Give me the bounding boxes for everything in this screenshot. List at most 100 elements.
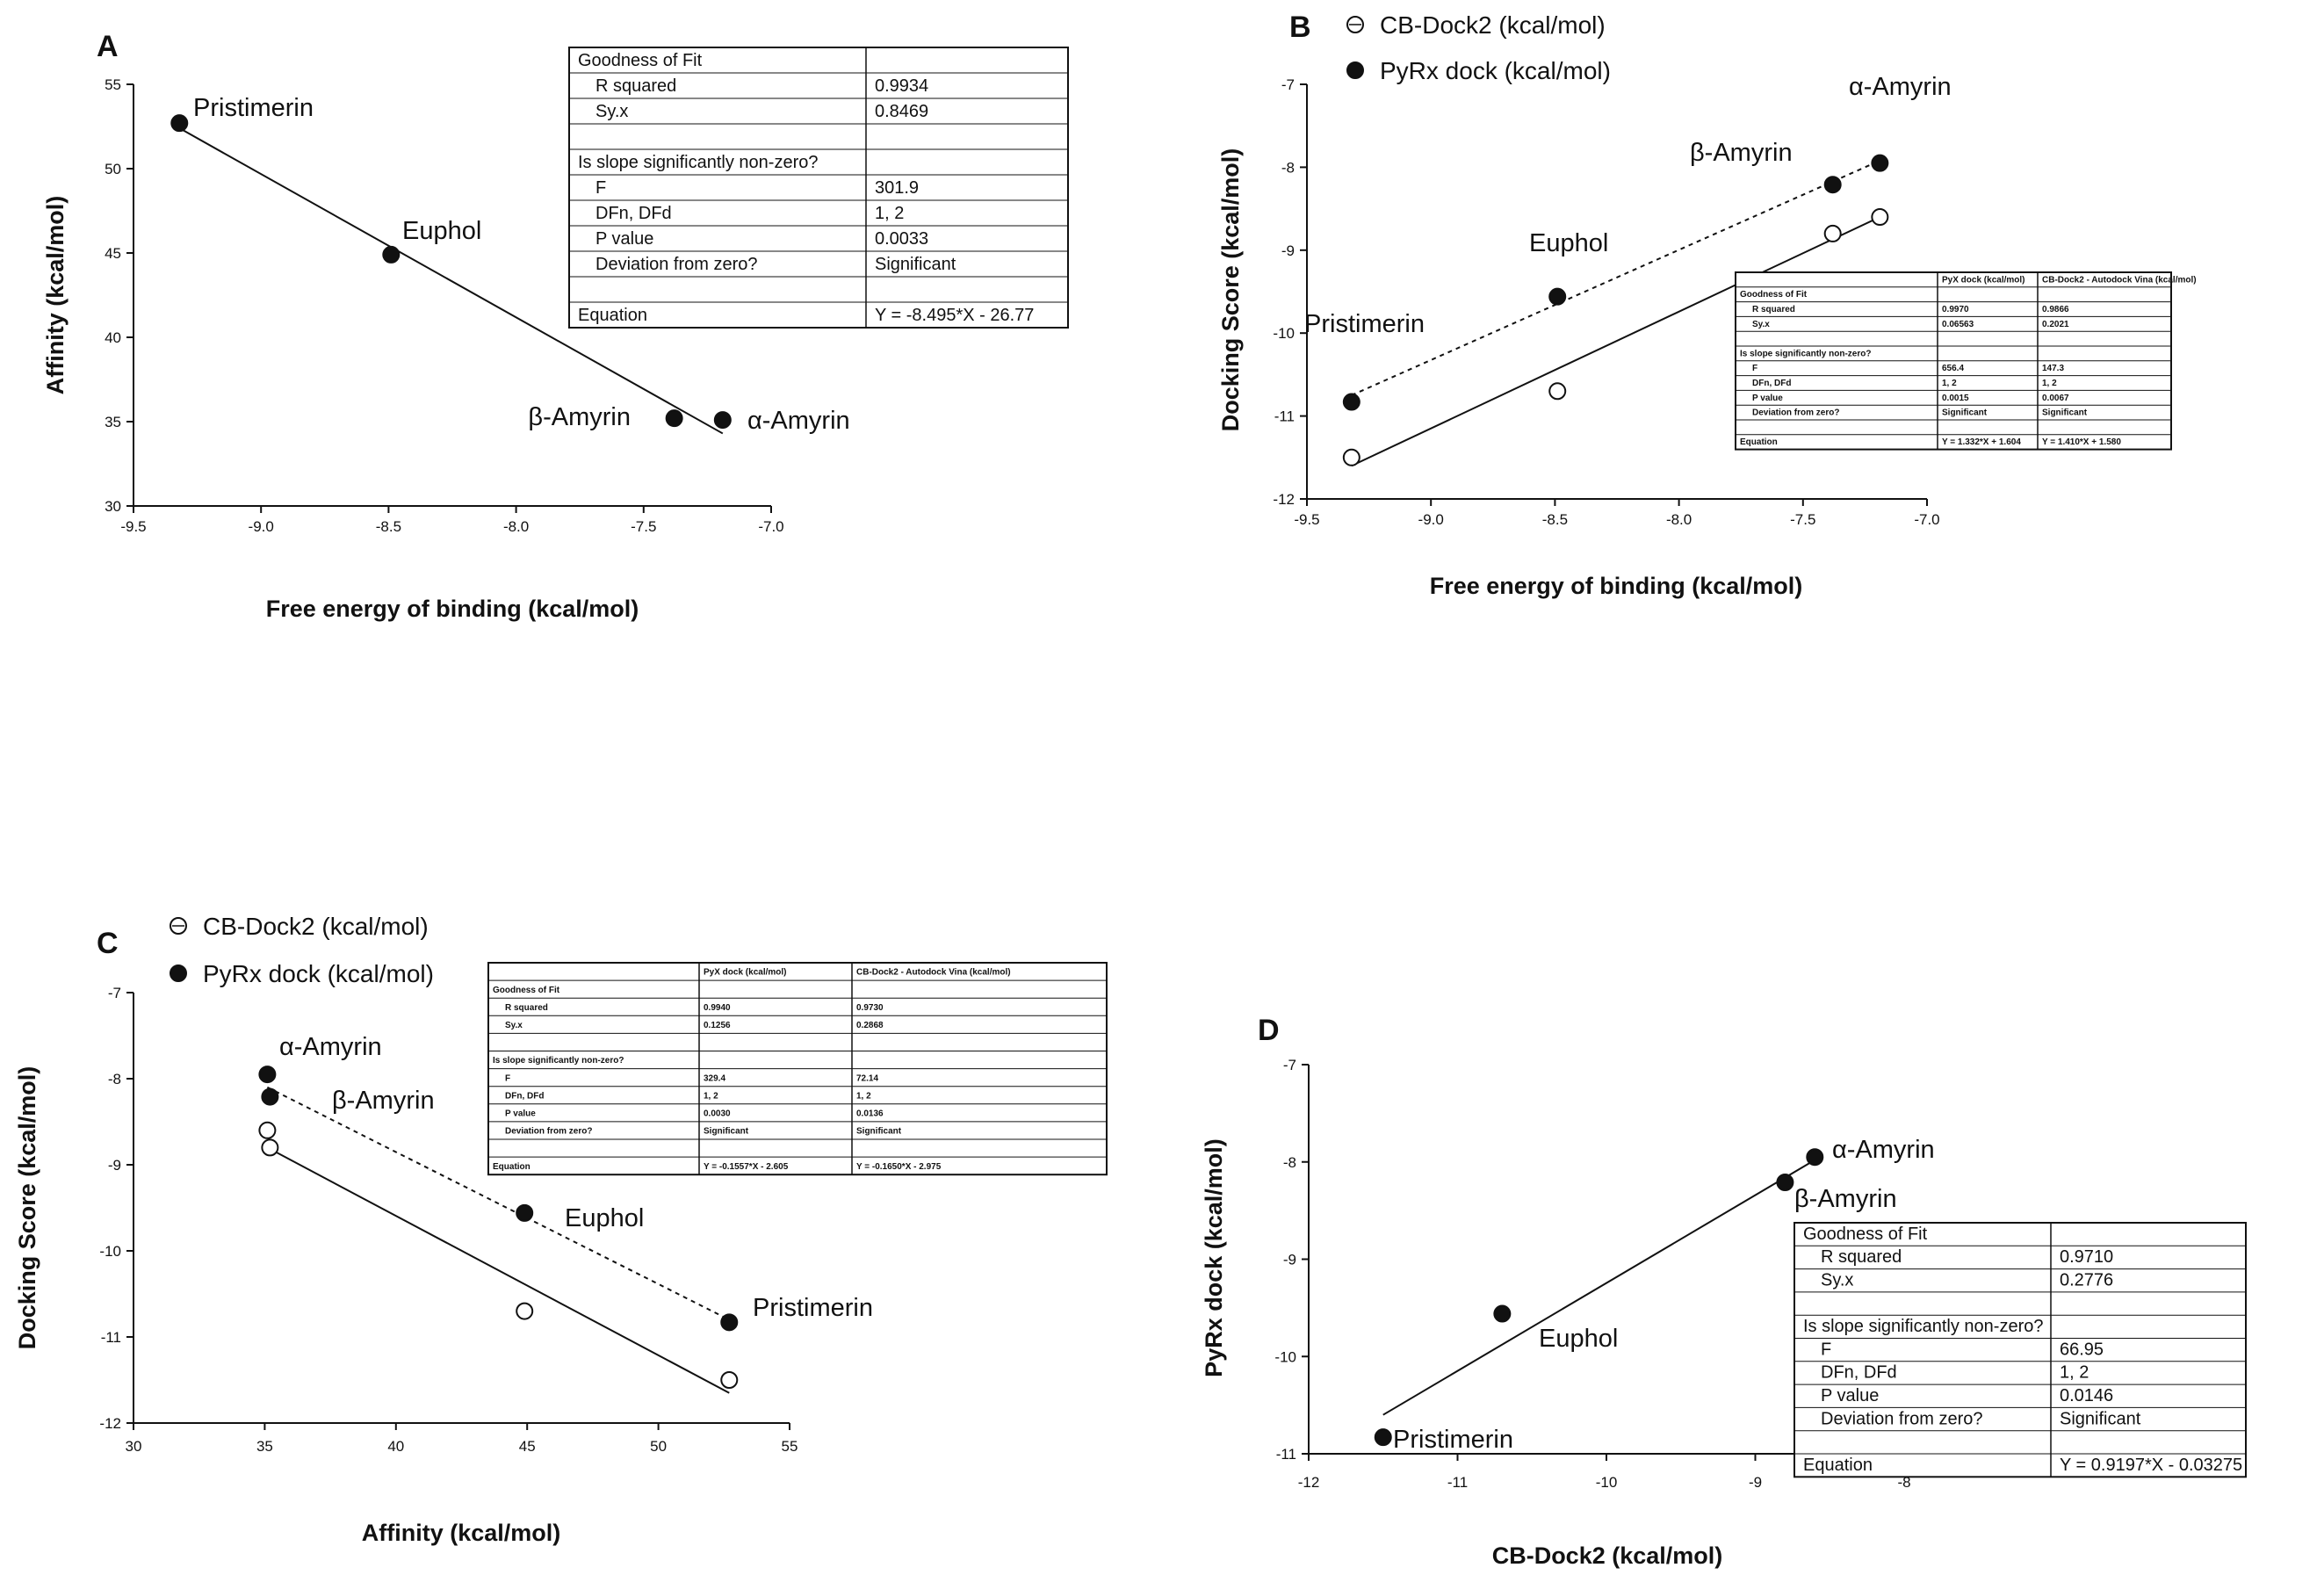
stats-table-value: Y = -8.495*X - 26.77 (875, 306, 1034, 325)
stats-table-label: Equation (1803, 1456, 1873, 1475)
series-pyrx-dock-kcal-mol: α-Amyrin β-Amyrin Euphol Pristimerin (258, 1033, 873, 1332)
stats-table-value: 1, 2 (875, 204, 904, 223)
y-tick-label: 35 (105, 414, 121, 430)
stats-table-value: 0.8469 (875, 102, 928, 121)
stats-table-label: Deviation from zero? (1821, 1409, 1983, 1428)
regression-line-fit (178, 127, 724, 435)
y-tick-label: 40 (105, 329, 121, 346)
stats-table-value: 0.9866 (2042, 305, 2069, 314)
stats-table-value: 656.4 (1942, 364, 1964, 373)
stats-table-value: 1, 2 (1942, 379, 1957, 388)
open-data-point (258, 1121, 277, 1139)
x-tick-label: -9.5 (120, 518, 146, 535)
stats-table: PyX dock (kcal/mol) CB-Dock2 - Autodock V… (1735, 271, 2197, 451)
filled-data-point-alpha-amyrin (1871, 154, 1889, 172)
stats-table-label: Goodness of Fit (1803, 1225, 1928, 1244)
stats-table-value: 1, 2 (2060, 1363, 2089, 1383)
stats-table-value: Significant (875, 255, 956, 274)
y-tick-label: -11 (1274, 408, 1295, 425)
stats-table-value: 0.9730 (856, 1003, 884, 1013)
stats-table-value: 0.0146 (2060, 1386, 2113, 1405)
x-tick-label: 40 (387, 1438, 404, 1455)
y-tick-label: -9 (108, 1157, 121, 1174)
series-cb-dock2-kcal-mol (1342, 208, 1889, 467)
stats-table-label: R squared (1821, 1247, 1902, 1267)
filled-data-point-alpha-amyrin (1806, 1148, 1824, 1167)
open-data-point (1823, 224, 1842, 242)
x-tick-label: -7.5 (1790, 511, 1815, 528)
stats-table-value: 0.0033 (875, 229, 928, 249)
x-tick-label: -8.5 (376, 518, 401, 535)
x-tick-label: -7.0 (1914, 511, 1939, 528)
stats-table-label: Equation (493, 1162, 530, 1172)
stats-table-label: P value (505, 1109, 536, 1118)
y-tick-label: -8 (1281, 159, 1295, 176)
stats-table-label: Equation (1740, 437, 1778, 447)
stats-table-label: Deviation from zero? (595, 255, 758, 274)
stats-table-value: 329.4 (704, 1073, 725, 1083)
y-tick-label: -8 (108, 1071, 121, 1087)
x-tick-label: -11 (1447, 1474, 1468, 1491)
filled-data-point-pristimerin (1374, 1428, 1392, 1447)
x-tick-label: -8.0 (503, 518, 529, 535)
point-label-beta-amyrin: β-Amyrin (332, 1087, 435, 1115)
point-label-beta-amyrin: β-Amyrin (528, 403, 631, 431)
stats-table-label: P value (1752, 394, 1783, 403)
open-data-point (1548, 382, 1567, 401)
y-tick-label: -10 (1273, 325, 1295, 342)
stats-table-value: 147.3 (2042, 364, 2064, 373)
regression-line-cbdock2 (266, 1146, 730, 1394)
filled-data-point-beta-amyrin (665, 409, 683, 428)
filled-data-point-beta-amyrin (261, 1087, 279, 1106)
x-tick-label: -9.0 (1418, 511, 1444, 528)
stats-table-label: Goodness of Fit (493, 986, 560, 995)
stats-table-label: Goodness of Fit (1740, 290, 1808, 300)
open-data-point (1871, 208, 1889, 227)
stats-table-header: CB-Dock2 - Autodock Vina (kcal/mol) (856, 968, 1011, 978)
legend-item-label: PyRx dock (kcal/mol) (203, 960, 434, 987)
stats-table-label: Deviation from zero? (505, 1127, 592, 1137)
stats-table-value: Significant (2042, 408, 2088, 418)
panel-b-letter: B (1289, 11, 1311, 44)
point-label-beta-amyrin: β-Amyrin (1794, 1185, 1897, 1213)
filled-data-point-euphol (382, 245, 401, 264)
point-label-pristimerin: Pristimerin (193, 94, 314, 122)
point-label-euphol: Euphol (1529, 229, 1608, 257)
stats-table: Goodness of Fit R squared 0.9934 Sy.x 0.8469… (568, 47, 1069, 329)
stats-table-value: Y = 0.9197*X - 0.03275 (2060, 1456, 2242, 1475)
stats-table-label: Deviation from zero? (1752, 408, 1839, 418)
x-axis-title: Affinity (kcal/mol) (362, 1520, 561, 1546)
x-tick-label: -8 (1897, 1474, 1910, 1491)
stats-table-label: P value (1821, 1386, 1879, 1405)
stats-table-value: Significant (1942, 408, 1988, 418)
stats-table-label: F (595, 178, 606, 198)
legend-item-label: CB-Dock2 (kcal/mol) (1380, 11, 1606, 39)
x-axis-title: CB-Dock2 (kcal/mol) (1492, 1542, 1723, 1569)
y-tick-label: -11 (101, 1329, 121, 1346)
y-tick-label: -7 (1283, 1057, 1296, 1073)
point-label-pristimerin: Pristimerin (753, 1294, 873, 1322)
legend-filled-circle-icon (1346, 61, 1364, 79)
stats-table-value: 1, 2 (856, 1091, 871, 1101)
stats-table-label: Is slope significantly non-zero? (1740, 349, 1871, 358)
stats-table-value: 0.0067 (2042, 394, 2069, 403)
point-label-pristimerin: Pristimerin (1304, 310, 1425, 338)
stats-table-label: Goodness of Fit (578, 51, 703, 70)
y-tick-label: -9 (1281, 242, 1295, 259)
x-tick-label: -7.0 (758, 518, 783, 535)
stats-table-value: Significant (856, 1127, 902, 1137)
panel-b: B -9.5 -9.0 -8.5 -8.0 -7.5 -7.0 -7 -8 -9 -10 -11 -12… (1217, 11, 2197, 599)
stats-table-header: CB-Dock2 - Autodock Vina (kcal/mol) (2042, 275, 2197, 285)
stats-table-value: 0.0136 (856, 1109, 884, 1118)
stats-table-value: 66.95 (2060, 1340, 2104, 1359)
panel-c-letter: C (97, 927, 119, 960)
stats-table-frame (1794, 1222, 2247, 1478)
point-label-beta-amyrin: β-Amyrin (1690, 139, 1793, 167)
stats-table-value: Significant (704, 1127, 749, 1137)
y-axis-title: Docking Score (kcal/mol) (14, 1066, 40, 1350)
stats-table-value: Y = -0.1557*X - 2.605 (704, 1162, 789, 1172)
point-label-euphol: Euphol (1539, 1325, 1618, 1353)
stats-table-label: Sy.x (1752, 320, 1770, 329)
stats-table-label: Is slope significantly non-zero? (1803, 1317, 2043, 1336)
